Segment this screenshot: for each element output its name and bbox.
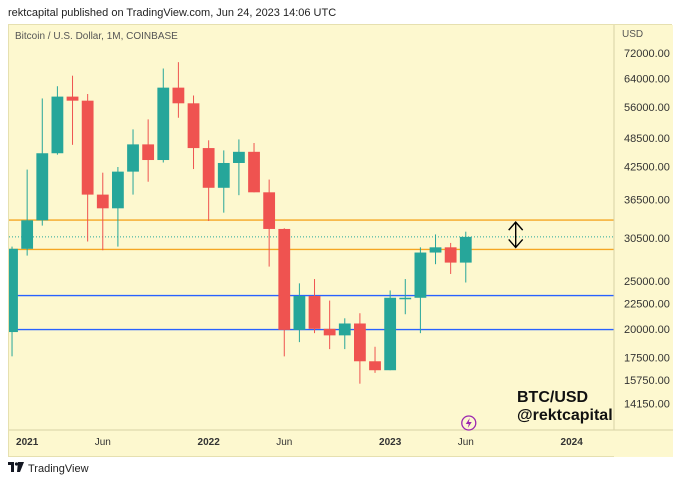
candle-body[interactable] [36, 153, 49, 221]
x-tick-label: 2023 [379, 437, 402, 448]
x-tick-label: Jun [95, 437, 111, 448]
y-tick-label: 36500.00 [624, 194, 670, 206]
price-scale[interactable] [614, 25, 673, 458]
candle-body[interactable] [66, 96, 79, 101]
y-tick-label: 56000.00 [624, 102, 670, 114]
candle-body[interactable] [51, 96, 64, 154]
candle-body[interactable] [202, 148, 215, 188]
currency-label: USD [622, 29, 643, 40]
publish-bar: rektcapital published on TradingView.com… [0, 0, 680, 24]
candle-body[interactable] [399, 297, 412, 300]
tradingview-logo-icon [8, 462, 24, 472]
candle-body[interactable] [444, 247, 457, 263]
x-tick-label: 2024 [561, 437, 584, 448]
candle-body[interactable] [217, 162, 230, 188]
y-tick-label: 48500.00 [624, 133, 670, 145]
publish-line: rektcapital published on TradingView.com… [8, 7, 337, 19]
y-tick-label: 72000.00 [624, 48, 670, 60]
chart-title: Bitcoin / U.S. Dollar, 1M, COINBASE [15, 31, 178, 42]
candle-body[interactable] [233, 151, 245, 163]
candle-body[interactable] [248, 151, 260, 193]
candle-body[interactable] [308, 295, 321, 329]
x-tick-label: Jun [276, 437, 292, 448]
y-tick-label: 22500.00 [624, 298, 670, 310]
candle-body[interactable] [323, 328, 336, 336]
candle-body[interactable] [157, 87, 170, 161]
candle-body[interactable] [21, 220, 34, 249]
lightning-bolt-icon [465, 418, 472, 428]
candle-body[interactable] [369, 361, 381, 371]
candle-body[interactable] [414, 252, 427, 298]
range-arrow-down-icon [508, 239, 524, 249]
chart-area[interactable]: 33134.2428910.6823339.2319930.1330653.84… [8, 24, 673, 458]
footer: TradingView [0, 457, 680, 481]
candle-body[interactable] [9, 248, 18, 333]
candle-body[interactable] [384, 297, 397, 371]
candle-body[interactable] [96, 194, 109, 209]
candle-body[interactable] [338, 323, 351, 336]
candle-body[interactable] [429, 247, 442, 253]
candle-body[interactable] [142, 144, 155, 161]
candle-body[interactable] [172, 87, 185, 104]
y-tick-label: 42500.00 [624, 162, 670, 174]
lightning-event-icon[interactable] [461, 415, 477, 431]
candle-body[interactable] [293, 295, 306, 330]
candle-body[interactable] [112, 171, 124, 209]
x-tick-label: Jun [458, 437, 474, 448]
y-tick-label: 17500.00 [624, 353, 670, 365]
candle-body[interactable] [263, 192, 276, 229]
candle-body[interactable] [127, 144, 139, 172]
footer-brand: TradingView [28, 463, 89, 475]
range-arrow-up-icon [508, 221, 524, 231]
candle-body[interactable] [459, 236, 472, 263]
y-tick-label: 30500.00 [624, 233, 670, 245]
x-tick-label: 2021 [16, 437, 39, 448]
y-tick-label: 64000.00 [624, 73, 670, 85]
y-tick-label: 14150.00 [624, 398, 670, 410]
y-tick-label: 20000.00 [624, 324, 670, 336]
y-tick-label: 25000.00 [624, 276, 670, 288]
candle-body[interactable] [81, 100, 94, 195]
x-tick-label: 2022 [198, 437, 221, 448]
candle-body[interactable] [278, 228, 291, 330]
candle-body[interactable] [187, 103, 200, 149]
candle-body[interactable] [354, 323, 366, 362]
annotation-text: BTC/USD [517, 389, 588, 406]
annotation-text: @rektcapital [517, 407, 613, 424]
btc-monthly-chart[interactable]: 33134.2428910.6823339.2319930.1330653.84… [9, 25, 673, 458]
y-tick-label: 15750.00 [624, 375, 670, 387]
